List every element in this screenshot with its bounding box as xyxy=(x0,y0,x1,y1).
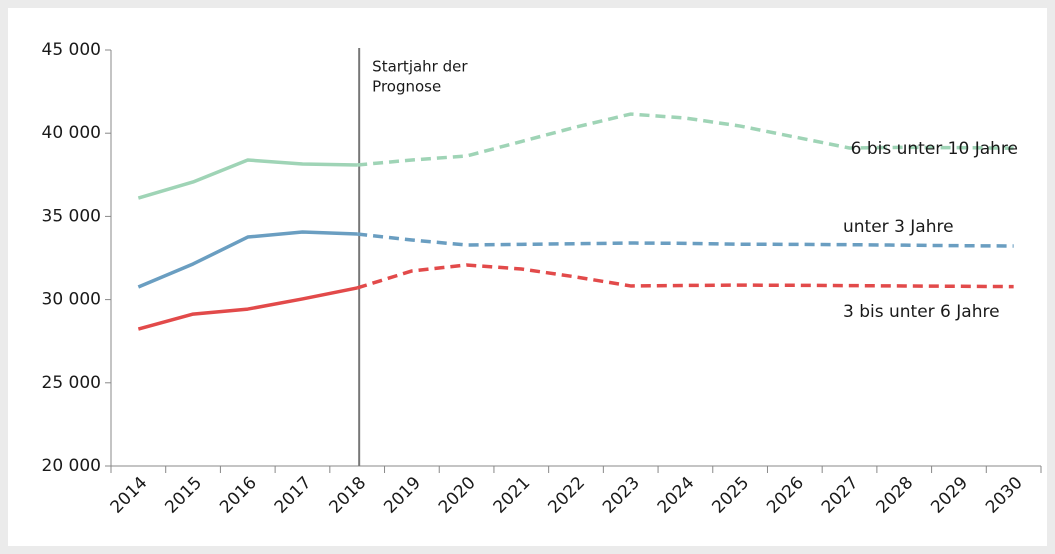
series-line-forecast xyxy=(356,263,1014,290)
series-label: 6 bis unter 10 Jahre xyxy=(851,139,1018,159)
annotation: Prognose xyxy=(372,78,441,96)
series-line xyxy=(137,286,358,331)
series-line xyxy=(137,230,358,289)
plot-background xyxy=(8,8,1047,546)
y-tick-label: 35 000 xyxy=(42,206,101,226)
series-line xyxy=(137,158,358,200)
y-tick-label: 40 000 xyxy=(42,123,101,143)
y-tick-label: 45 000 xyxy=(42,40,101,60)
y-tick-label: 20 000 xyxy=(42,456,101,476)
annotation: Startjahr der xyxy=(372,58,468,76)
series-line-forecast xyxy=(356,232,1014,248)
y-tick-label: 25 000 xyxy=(42,373,101,393)
series-label: 3 bis unter 6 Jahre xyxy=(843,302,1000,322)
series-label: unter 3 Jahre xyxy=(843,217,954,237)
y-tick-label: 30 000 xyxy=(42,290,101,310)
